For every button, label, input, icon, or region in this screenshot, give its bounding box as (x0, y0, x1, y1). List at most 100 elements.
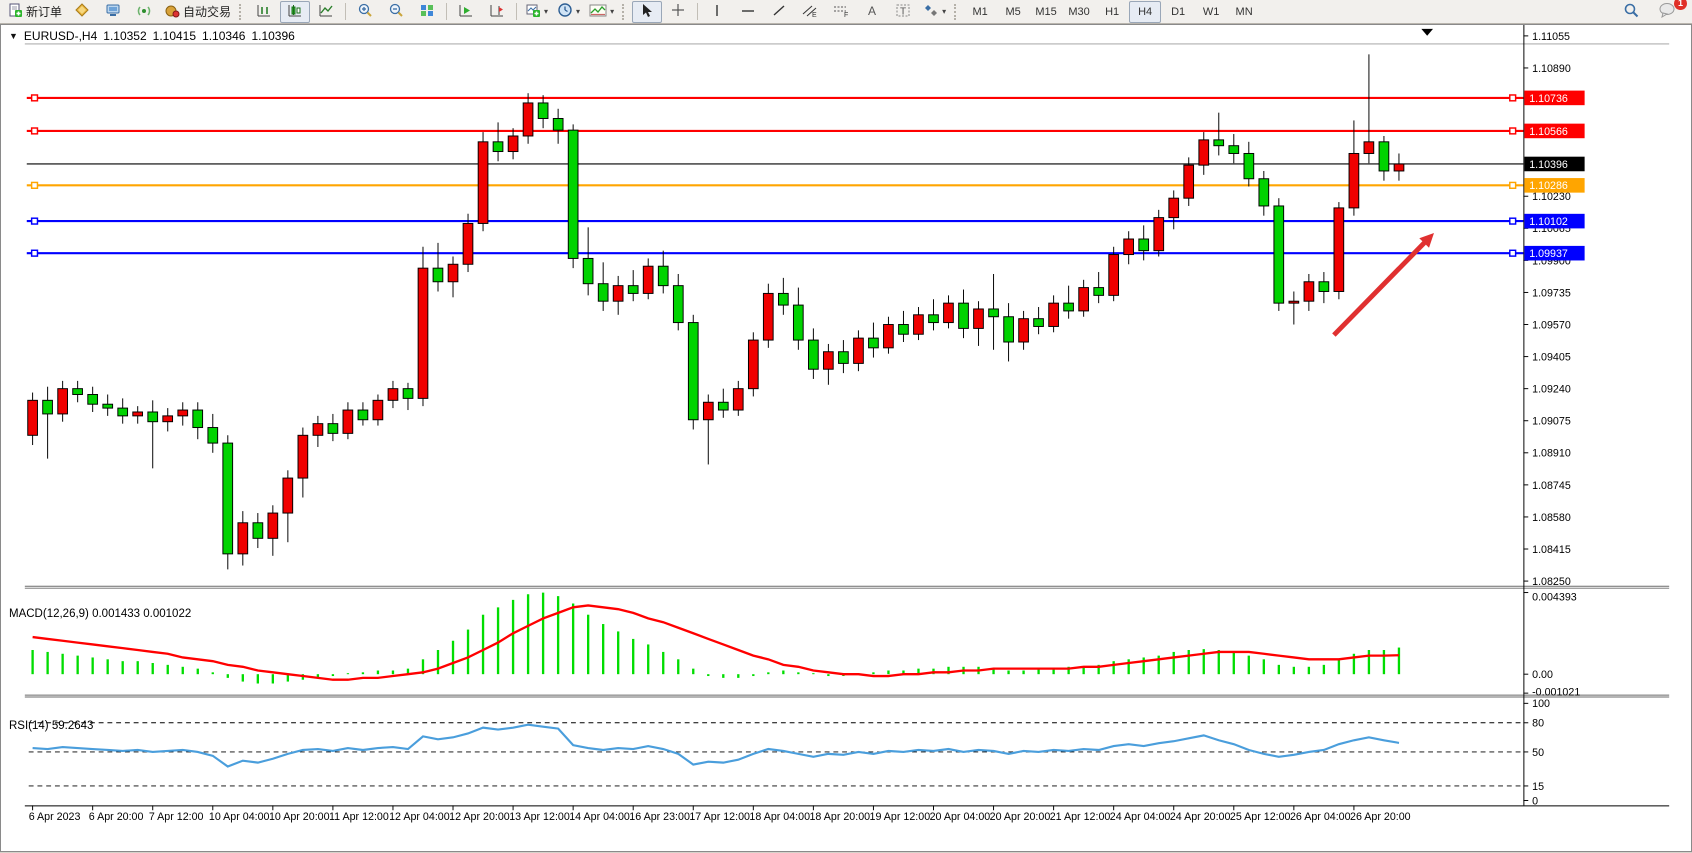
svg-text:24 Apr 20:00: 24 Apr 20:00 (1170, 811, 1231, 823)
timeframe-m1-button[interactable]: M1 (972, 5, 988, 18)
svg-text:1.08910: 1.08910 (1532, 448, 1571, 460)
svg-text:20 Apr 04:00: 20 Apr 04:00 (930, 811, 991, 823)
svg-text:1.11055: 1.11055 (1532, 31, 1570, 43)
svg-text:12 Apr 04:00: 12 Apr 04:00 (389, 811, 450, 823)
ohlc-close-value: 1.10396 (251, 29, 295, 43)
svg-text:7 Apr 12:00: 7 Apr 12:00 (149, 811, 204, 823)
toolbar-grip (239, 3, 245, 20)
fibonacci-tool-button[interactable]: F (826, 1, 856, 23)
arrows-tool-button[interactable]: ▾ (919, 1, 950, 23)
chart-shift-marker[interactable] (1421, 28, 1434, 36)
toolbar-grip (622, 3, 628, 20)
tile-windows-button[interactable] (412, 1, 442, 23)
timeframe-m5-button[interactable]: M5 (1005, 5, 1021, 18)
main-toolbar: 新订单 自动交易 ▾ ▾ (0, 0, 1692, 24)
svg-text:1.10102: 1.10102 (1529, 216, 1568, 228)
macd-pane[interactable] (31, 592, 1401, 684)
svg-text:E: E (812, 12, 817, 18)
horizontal-line-icon (740, 3, 756, 21)
svg-text:20 Apr 20:00: 20 Apr 20:00 (990, 811, 1051, 823)
svg-text:1.10396: 1.10396 (1529, 159, 1568, 171)
timeframe-m15-button[interactable]: M15 (1035, 5, 1057, 18)
metaeditor-button[interactable] (67, 1, 97, 23)
toolbar-grip (954, 3, 960, 20)
zoom-in-button[interactable] (350, 1, 380, 23)
notifications-button[interactable]: 1 (1652, 0, 1687, 23)
zoom-out-button[interactable] (381, 1, 411, 23)
candles[interactable] (27, 54, 1405, 570)
rsi-indicator-label: RSI(14) 59.2643 (9, 720, 94, 732)
auto-trading-button[interactable]: 自动交易 (160, 1, 235, 23)
profiles-button[interactable]: ▾ (553, 1, 584, 23)
svg-text:6 Apr 20:00: 6 Apr 20:00 (89, 811, 144, 823)
chevron-down-icon: ▼ (9, 31, 18, 41)
text-label-tool-button[interactable]: T (888, 1, 918, 23)
svg-text:6 Apr 2023: 6 Apr 2023 (29, 811, 81, 823)
svg-text:1.10566: 1.10566 (1529, 126, 1568, 138)
svg-text:26 Apr 04:00: 26 Apr 04:00 (1290, 811, 1351, 823)
chart-shift-button[interactable] (482, 1, 512, 23)
svg-text:0.004393: 0.004393 (1532, 591, 1577, 603)
svg-text:18 Apr 04:00: 18 Apr 04:00 (749, 811, 810, 823)
bar-chart-icon (256, 3, 272, 21)
vertical-line-tool-button[interactable] (702, 1, 732, 23)
time-axis[interactable]: 6 Apr 2023 6 Apr 20:00 7 Apr 12:00 10 Apr 0… (24, 805, 1670, 823)
trendline-tool-button[interactable] (764, 1, 794, 23)
ohlc-open-value: 1.10352 (103, 29, 147, 43)
line-chart-type-button[interactable] (311, 1, 341, 23)
svg-text:13 Apr 12:00: 13 Apr 12:00 (509, 811, 570, 823)
svg-text:F: F (844, 12, 848, 18)
new-order-label: 新订单 (26, 5, 63, 19)
candlestick-chart-type-button[interactable] (280, 0, 311, 23)
crosshair-tool-button[interactable] (663, 1, 693, 23)
chart-symbol-label: EURUSD-,H4 (23, 29, 98, 43)
trendline-icon (771, 3, 787, 21)
search-button[interactable] (1616, 1, 1646, 23)
svg-text:25 Apr 12:00: 25 Apr 12:00 (1230, 811, 1291, 823)
search-icon (1623, 2, 1640, 22)
signals-button[interactable] (129, 1, 159, 23)
cursor-tool-button[interactable] (632, 0, 663, 23)
template-icon (589, 3, 607, 21)
svg-text:1.08580: 1.08580 (1532, 512, 1571, 524)
new-order-button[interactable]: 新订单 (4, 1, 66, 23)
svg-text:19 Apr 12:00: 19 Apr 12:00 (870, 811, 931, 823)
templates-button[interactable]: ▾ (585, 1, 618, 23)
timeframe-m30-button[interactable]: M30 (1068, 5, 1090, 18)
chat-bubble-icon (1658, 2, 1676, 21)
new-chart-icon (525, 3, 541, 21)
svg-text:21 Apr 12:00: 21 Apr 12:00 (1050, 811, 1111, 823)
timeframe-d1-button[interactable]: D1 (1171, 5, 1186, 18)
notification-count-badge: 1 (1674, 0, 1687, 10)
signals-icon (136, 3, 152, 21)
rsi-value: 59.2643 (51, 720, 94, 732)
price-axis[interactable]: 1.110551.108901.102301.100651.099001.097… (1523, 25, 1585, 807)
rsi-pane[interactable] (28, 722, 1524, 787)
timeframe-mn-button[interactable]: MN (1235, 5, 1253, 18)
svg-text:1.09937: 1.09937 (1529, 248, 1568, 260)
timeframe-h4-button[interactable]: H4 (1129, 0, 1162, 23)
terminal-button[interactable] (98, 1, 128, 23)
horizontal-line-tool-button[interactable] (733, 1, 763, 23)
auto-scroll-button[interactable] (451, 1, 481, 23)
svg-text:1.09075: 1.09075 (1532, 416, 1571, 428)
svg-text:1.08745: 1.08745 (1532, 480, 1571, 492)
timeframe-h1-button[interactable]: H1 (1105, 5, 1120, 18)
trend-arrow[interactable] (1332, 232, 1434, 337)
svg-text:1.09570: 1.09570 (1532, 319, 1571, 331)
bar-chart-type-button[interactable] (249, 1, 279, 23)
svg-text:1.10286: 1.10286 (1529, 180, 1568, 192)
price-chart-canvas[interactable]: 1.110551.108901.102301.100651.099001.097… (1, 25, 1692, 853)
svg-text:10 Apr 20:00: 10 Apr 20:00 (269, 811, 330, 823)
new-chart-button[interactable]: ▾ (521, 1, 552, 23)
timeframe-w1-button[interactable]: W1 (1202, 5, 1220, 18)
candlestick-chart-icon (287, 3, 303, 21)
macd-signal-value: 0.001022 (143, 608, 192, 620)
chart-shift-icon (489, 3, 505, 21)
text-tool-button[interactable]: A (857, 1, 887, 23)
cursor-icon (640, 3, 654, 21)
chart-window[interactable]: 1.11055 1.10890 1.10230 1.10065 1.09900 1.097… (0, 24, 1692, 852)
svg-text:16 Apr 23:00: 16 Apr 23:00 (629, 811, 690, 823)
equidistant-channel-tool-button[interactable]: E (795, 1, 825, 23)
auto-scroll-icon (458, 3, 474, 21)
